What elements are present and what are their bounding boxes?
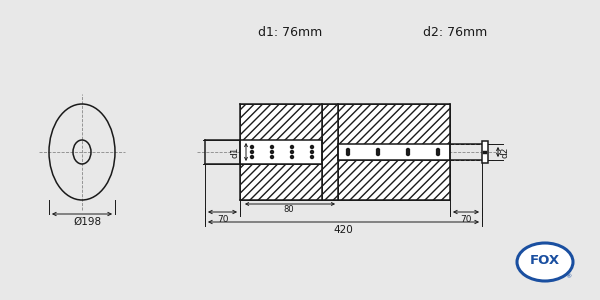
Text: d1: 76mm: d1: 76mm xyxy=(258,26,322,38)
Text: 70: 70 xyxy=(460,215,472,224)
Circle shape xyxy=(377,151,380,154)
Text: d2: 76mm: d2: 76mm xyxy=(423,26,487,38)
Circle shape xyxy=(407,148,409,152)
Text: d1: d1 xyxy=(231,146,240,158)
Circle shape xyxy=(251,151,254,154)
Circle shape xyxy=(347,151,349,154)
Polygon shape xyxy=(322,104,338,200)
Bar xyxy=(483,151,487,154)
Polygon shape xyxy=(482,141,488,163)
Circle shape xyxy=(290,146,293,148)
Polygon shape xyxy=(240,140,322,164)
Circle shape xyxy=(437,148,439,152)
Circle shape xyxy=(407,151,409,154)
Circle shape xyxy=(377,148,380,152)
Text: Ø198: Ø198 xyxy=(73,217,101,227)
Circle shape xyxy=(437,151,439,154)
Circle shape xyxy=(311,151,314,154)
Circle shape xyxy=(271,155,274,158)
Circle shape xyxy=(407,152,409,155)
Text: d2: d2 xyxy=(500,146,509,158)
Circle shape xyxy=(290,151,293,154)
Circle shape xyxy=(271,151,274,154)
Polygon shape xyxy=(338,144,450,160)
Circle shape xyxy=(347,152,349,155)
Circle shape xyxy=(377,152,380,155)
Circle shape xyxy=(251,155,254,158)
Text: 420: 420 xyxy=(334,225,353,235)
Text: 80: 80 xyxy=(284,205,295,214)
Circle shape xyxy=(271,146,274,148)
Ellipse shape xyxy=(517,243,573,281)
Circle shape xyxy=(311,146,314,148)
Text: 70: 70 xyxy=(217,215,228,224)
Circle shape xyxy=(437,152,439,155)
Text: ®: ® xyxy=(565,274,571,280)
Polygon shape xyxy=(240,104,322,140)
Circle shape xyxy=(311,155,314,158)
Polygon shape xyxy=(240,164,322,200)
Circle shape xyxy=(290,155,293,158)
Polygon shape xyxy=(338,160,450,200)
Polygon shape xyxy=(338,104,450,144)
Text: FOX: FOX xyxy=(530,254,560,268)
Circle shape xyxy=(251,146,254,148)
Circle shape xyxy=(347,148,349,152)
